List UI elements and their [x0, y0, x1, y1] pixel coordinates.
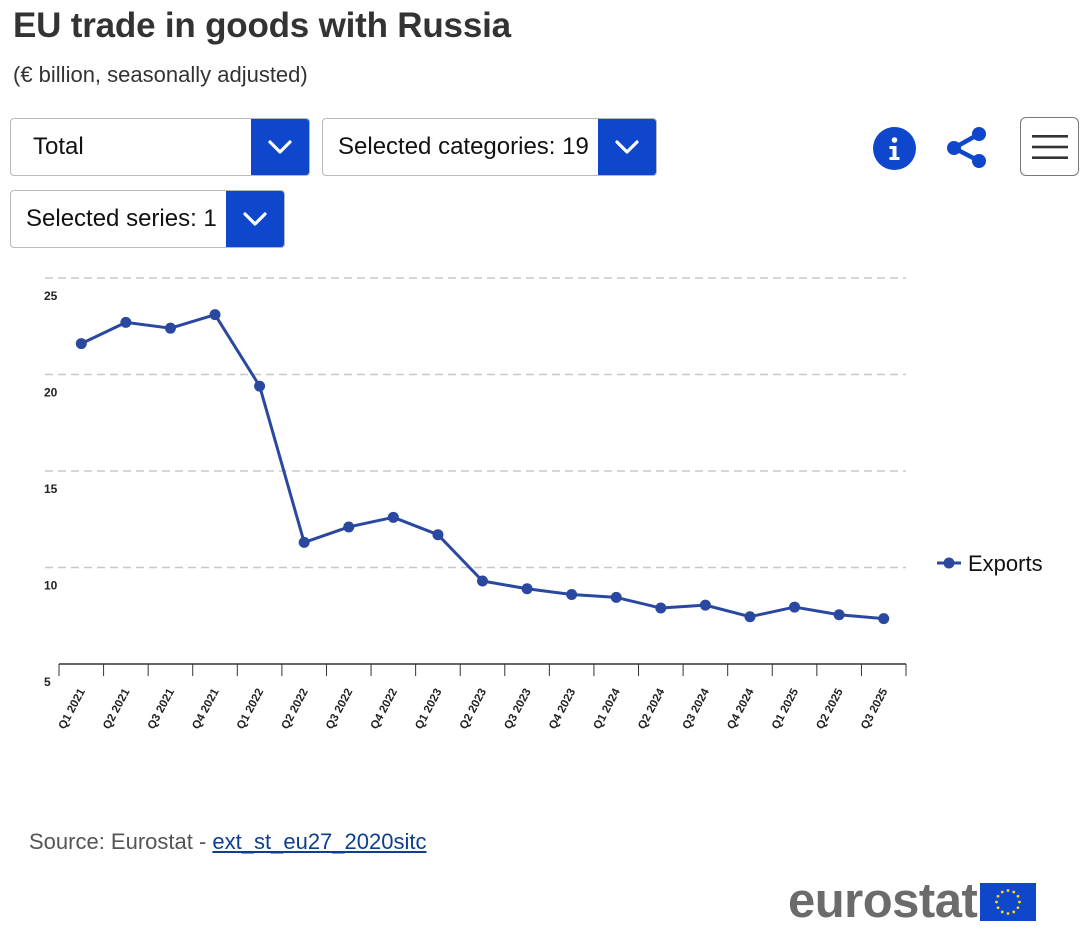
x-tick-label: Q4 2021 [190, 686, 222, 731]
y-tick-label: 20 [44, 386, 58, 400]
info-icon[interactable] [873, 127, 916, 170]
eu-star [1012, 910, 1016, 913]
x-tick-label: Q1 2025 [770, 686, 802, 731]
data-point[interactable] [655, 602, 667, 614]
x-tick-label: Q1 2022 [235, 687, 266, 732]
eu-star [995, 900, 999, 903]
series-line-exports[interactable] [80, 313, 884, 621]
y-tick-label: 25 [44, 289, 58, 303]
chevron-down-icon[interactable] [226, 191, 284, 247]
eu-star [1016, 905, 1020, 909]
eu-star [1012, 890, 1016, 893]
eu-star [1006, 911, 1010, 915]
data-point[interactable] [789, 601, 801, 613]
x-tick-label: Q4 2022 [369, 687, 400, 732]
categories-dropdown[interactable]: Selected categories: 19 [322, 118, 657, 176]
data-point[interactable] [164, 322, 176, 334]
data-point[interactable] [75, 338, 87, 350]
eu-star [1016, 894, 1020, 898]
data-point[interactable] [254, 380, 266, 392]
x-tick-label: Q1 2024 [592, 686, 624, 731]
series-dropdown[interactable]: Selected series: 1 [10, 190, 285, 248]
x-tick-label: Q4 2024 [725, 686, 757, 731]
chart-subtitle: (€ billion, seasonally adjusted) [13, 62, 308, 87]
x-tick-label: Q4 2023 [547, 687, 578, 732]
x-tick-label: Q3 2024 [681, 686, 713, 731]
x-tick-label: Q2 2025 [814, 686, 846, 731]
series-dropdown-label: Selected series: 1 [26, 205, 217, 232]
categories-dropdown-label: Selected categories: 19 [338, 133, 589, 160]
data-point[interactable] [610, 591, 622, 603]
x-tick-label: Q1 2021 [57, 686, 89, 731]
data-point[interactable] [209, 309, 221, 321]
eu-flag-icon [980, 882, 1037, 921]
eu-star [1001, 890, 1004, 893]
share-icon[interactable] [945, 125, 991, 171]
x-tick-label: Q3 2025 [859, 686, 891, 731]
x-tick-label: Q2 2021 [101, 686, 133, 731]
x-tick-label: Q3 2021 [146, 686, 178, 731]
eu-star [996, 894, 1000, 898]
x-tick-label: Q2 2023 [458, 687, 489, 732]
legend-label-exports[interactable]: Exports [968, 551, 1043, 576]
data-point[interactable] [387, 511, 399, 523]
data-point[interactable] [521, 583, 533, 595]
chevron-down-icon[interactable] [598, 119, 656, 175]
data-point[interactable] [833, 609, 845, 621]
eu-star [996, 905, 1000, 909]
data-point[interactable] [298, 536, 310, 548]
data-point[interactable] [699, 599, 711, 611]
data-point[interactable] [566, 589, 578, 601]
legend-marker [943, 557, 955, 569]
y-tick-label: 5 [44, 675, 51, 689]
x-tick-label: Q3 2022 [324, 687, 355, 732]
y-tick-label: 10 [44, 579, 58, 593]
x-tick-label: Q2 2024 [636, 686, 668, 731]
eu-star [1018, 900, 1022, 903]
source-prefix: Source: Eurostat - [29, 829, 213, 854]
chart-title: EU trade in goods with Russia [13, 6, 511, 45]
data-point[interactable] [878, 613, 890, 625]
flow-dropdown[interactable]: Total [10, 118, 310, 176]
x-tick-label: Q2 2022 [280, 687, 311, 732]
x-tick-label: Q1 2023 [413, 687, 444, 732]
eu-star [1001, 910, 1004, 913]
data-point[interactable] [744, 611, 756, 623]
source-dataset-link[interactable]: ext_st_eu27_2020sitc [212, 829, 427, 854]
flow-dropdown-label: Total [33, 133, 84, 160]
data-point[interactable] [432, 529, 444, 541]
line-chart: 5 10 15 20 25 Q1 2021 Q2 2021 Q3 2021 Q4 2021 Q1 … [44, 277, 1043, 732]
source-note: Source: Eurostat - ext_st_eu27_2020sitc [29, 829, 426, 855]
chevron-down-icon[interactable] [251, 119, 309, 175]
y-tick-label: 15 [44, 482, 58, 496]
x-tick-label: Q3 2023 [502, 687, 533, 732]
data-point[interactable] [477, 575, 488, 587]
eurostat-logo[interactable]: eurostat [788, 874, 1037, 928]
hamburger-menu-icon[interactable] [1020, 117, 1079, 176]
data-point[interactable] [120, 316, 132, 328]
logo-wordmark: eurostat [788, 874, 978, 928]
eu-star [1006, 888, 1010, 892]
data-point[interactable] [343, 521, 355, 533]
